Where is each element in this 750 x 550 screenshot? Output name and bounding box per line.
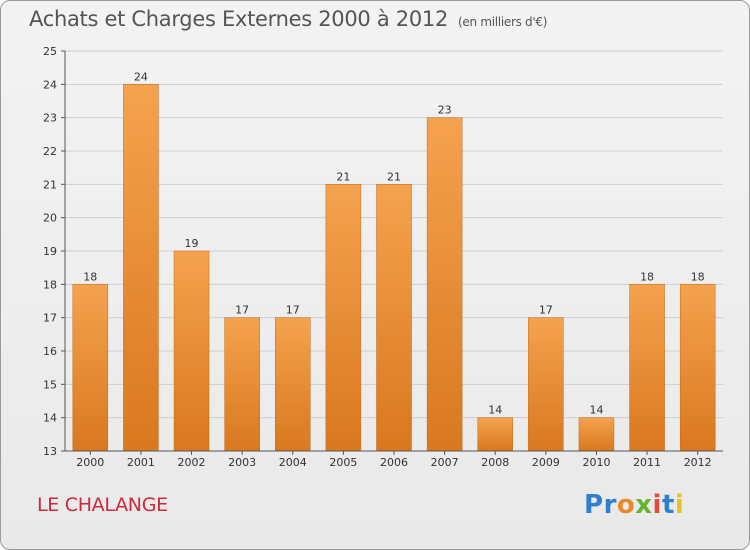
logo-letter: P xyxy=(584,490,604,520)
axes: 13 14 15 16 17 18 19 20 21 22 23 24 25 2000 2001 2002 20… xyxy=(43,45,723,469)
bar-2007 xyxy=(426,117,463,452)
bar-value-label: 18 xyxy=(83,270,97,283)
chart-title-text: Achats et Charges Externes 2000 à 2012 xyxy=(29,7,449,31)
bar-2003 xyxy=(224,317,260,452)
y-tick-label: 22 xyxy=(43,145,57,158)
y-tick-label: 15 xyxy=(43,378,57,391)
bar-value-label: 14 xyxy=(589,404,603,417)
logo-letter: i xyxy=(674,490,685,520)
y-tick-label: 18 xyxy=(43,278,57,291)
x-tick-label: 2007 xyxy=(431,456,459,469)
x-tick-label: 2002 xyxy=(178,456,206,469)
bar-2002 xyxy=(173,250,210,452)
y-tick-label: 20 xyxy=(43,212,57,225)
x-tick-label: 2009 xyxy=(532,456,560,469)
bar-value-label: 18 xyxy=(691,270,705,283)
bar-value-label: 17 xyxy=(286,304,300,317)
x-tick-label: 2003 xyxy=(228,456,256,469)
y-tick-label: 17 xyxy=(43,312,57,325)
x-tick-label: 2010 xyxy=(582,456,610,469)
bar-2000 xyxy=(72,284,109,452)
bar-value-label: 21 xyxy=(336,170,350,183)
bar-value-label: 14 xyxy=(488,404,502,417)
logo-letter: o xyxy=(616,490,636,520)
bar-2001 xyxy=(123,84,159,452)
x-tick-label: 2005 xyxy=(329,456,357,469)
bar-value-label: 19 xyxy=(185,237,199,250)
bar-2011 xyxy=(629,284,665,452)
logo-letter: r xyxy=(603,490,617,520)
x-tick-label: 2004 xyxy=(279,456,307,469)
bar-2004 xyxy=(275,317,311,452)
bars: 18 24 19 17 17 21 21 23 14 17 14 18 18 xyxy=(72,70,716,452)
y-tick-label: 13 xyxy=(43,445,57,458)
bar-2005 xyxy=(325,184,362,452)
x-tick-label: 2011 xyxy=(633,456,661,469)
y-tick-label: 25 xyxy=(43,45,57,58)
bar-2010 xyxy=(578,417,615,452)
chart-title-unit: (en milliers d'€) xyxy=(458,15,548,29)
proxiti-logo: Proxiti xyxy=(584,490,684,520)
bar-value-label: 23 xyxy=(438,104,452,117)
y-tick-label: 23 xyxy=(43,112,57,125)
x-tick-label: 2000 xyxy=(76,456,104,469)
bar-value-label: 17 xyxy=(539,304,553,317)
x-tick-label: 2001 xyxy=(127,456,155,469)
x-tick-label: 2006 xyxy=(380,456,408,469)
bar-2009 xyxy=(528,317,564,452)
logo-letter: x xyxy=(635,490,653,520)
bar-value-label: 21 xyxy=(387,170,401,183)
x-tick-label: 2012 xyxy=(684,456,712,469)
bar-2008 xyxy=(477,417,513,452)
y-tick-label: 24 xyxy=(43,78,57,91)
y-tick-label: 16 xyxy=(43,345,57,358)
bar-2012 xyxy=(679,284,716,452)
logo-letter: t xyxy=(661,490,675,520)
bar-2006 xyxy=(376,184,412,452)
y-tick-label: 21 xyxy=(43,178,57,191)
logo-letter: i xyxy=(652,490,662,520)
commune-name: LE CHALANGE xyxy=(37,494,168,516)
bar-value-label: 17 xyxy=(235,304,249,317)
x-tick-label: 2008 xyxy=(481,456,509,469)
bar-value-label: 18 xyxy=(640,270,654,283)
y-tick-label: 19 xyxy=(43,245,57,258)
y-tick-label: 14 xyxy=(43,412,57,425)
chart-title: Achats et Charges Externes 2000 à 2012 (e… xyxy=(29,7,547,31)
bar-value-label: 24 xyxy=(134,70,148,83)
